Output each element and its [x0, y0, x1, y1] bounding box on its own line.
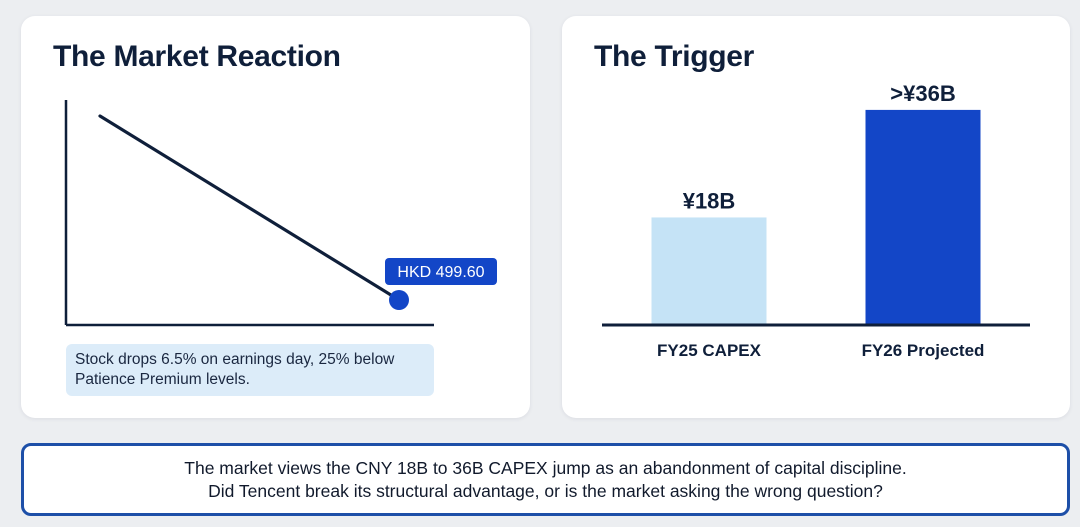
market-reaction-title: The Market Reaction — [53, 40, 341, 73]
trigger-card: The Trigger ¥18B FY25 CAPEX >¥36B FY26 Proj… — [562, 16, 1070, 418]
bar-category-label: FY26 Projected — [862, 341, 985, 360]
bar-1 — [865, 109, 981, 326]
price-tag-label: HKD 499.60 — [397, 264, 484, 281]
bar-category-label: FY25 CAPEX — [657, 341, 762, 360]
bar-value-label: >¥36B — [890, 81, 955, 106]
market-reaction-chart: HKD 499.60 — [64, 100, 497, 327]
bar-0 — [651, 217, 767, 325]
banner-line-2: Did Tencent break its structural advanta… — [208, 480, 883, 501]
banner-line-1: The market views the CNY 18B to 36B CAPE… — [184, 457, 907, 478]
question-banner: The market views the CNY 18B to 36B CAPE… — [21, 443, 1070, 516]
capex-bar-chart: ¥18B FY25 CAPEX >¥36B FY26 Projected — [602, 81, 1030, 360]
trigger-title: The Trigger — [594, 40, 755, 73]
market-reaction-card: The Market Reaction HKD 499.60 Stock dro… — [21, 16, 530, 418]
stock-drop-callout: Stock drops 6.5% on earnings day, 25% be… — [66, 344, 434, 396]
price-line — [98, 114, 401, 302]
bar-value-label: ¥18B — [683, 188, 736, 213]
price-endpoint-marker — [389, 290, 409, 310]
price-tag — [385, 258, 497, 285]
